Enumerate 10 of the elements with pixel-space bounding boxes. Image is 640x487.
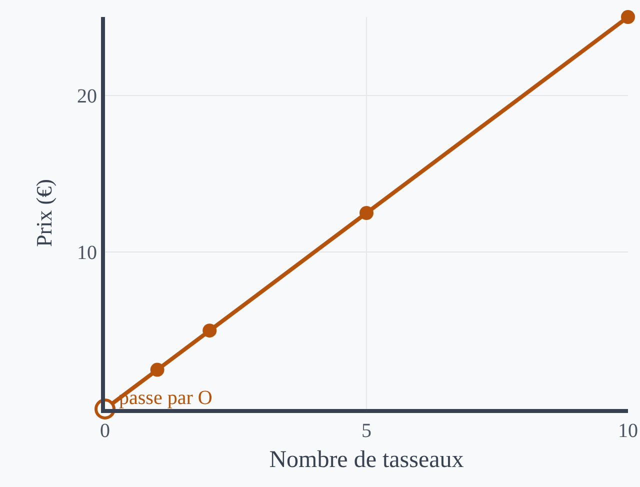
x-tick-label: 10 <box>618 420 638 442</box>
point <box>621 10 635 24</box>
point <box>202 324 217 338</box>
y-axis-title: Prix (€) <box>31 179 56 247</box>
x-tick-label: 5 <box>362 420 372 442</box>
x-tick-label: 0 <box>100 420 110 442</box>
x-axis-title: Nombre de tasseaux <box>269 446 464 473</box>
point <box>150 362 164 377</box>
point <box>360 206 374 220</box>
y-tick-label: 20 <box>77 85 97 108</box>
